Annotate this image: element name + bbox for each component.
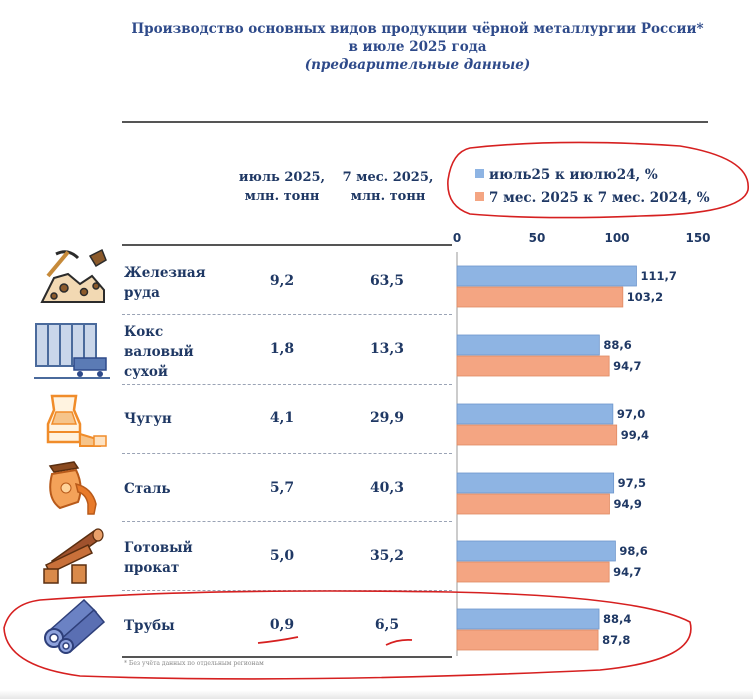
- row-label-iron-ore: Железная руда: [124, 263, 206, 303]
- row-label-line: прокат: [124, 560, 180, 576]
- bar-label-july-1: 88,6: [603, 338, 631, 352]
- bar-label-july-3: 97,5: [618, 476, 646, 490]
- bar-july-0: [456, 265, 637, 287]
- chart-title: Производство основных видов продукции чё…: [0, 20, 753, 74]
- row-label-line: Сталь: [124, 481, 171, 497]
- value-july-steel: 5,7: [269, 480, 295, 496]
- bar-seven-months-1: [456, 355, 610, 377]
- bar-label-july-4: 98,6: [619, 544, 647, 558]
- title-line-1: Производство основных видов продукции чё…: [131, 21, 704, 37]
- row-label-line: валовый: [124, 344, 194, 360]
- value-7m-iron-ore: 63,5: [369, 273, 405, 289]
- row-separator: [122, 384, 452, 385]
- axis-tick-50: 50: [528, 231, 546, 245]
- axis-tick-100: 100: [604, 231, 630, 245]
- value-july-rolled-steel: 5,0: [269, 548, 295, 564]
- bar-seven-months-0: [456, 286, 624, 308]
- row-separator: [122, 314, 452, 315]
- bar-label-seven-months-1: 94,7: [613, 359, 641, 373]
- title-line-2: в июле 2025 года: [348, 39, 487, 55]
- row-label-steel: Сталь: [124, 479, 171, 499]
- bar-july-5: [456, 608, 600, 630]
- column-header-july-line1: июль 2025,: [238, 170, 326, 185]
- row-label-line: сухой: [124, 364, 168, 380]
- bar-label-seven-months-3: 94,9: [613, 497, 641, 511]
- top-rule: [122, 121, 708, 123]
- value-july-pig-iron: 4,1: [269, 410, 295, 426]
- title-line-3: (предварительные данные): [304, 57, 531, 73]
- bar-label-july-5: 88,4: [603, 612, 631, 626]
- bar-label-july-0: 111,7: [640, 269, 676, 283]
- header-rule: [122, 244, 452, 246]
- bar-label-seven-months-2: 99,4: [621, 428, 649, 442]
- bar-label-seven-months-0: 103,2: [627, 290, 663, 304]
- bar-label-seven-months-4: 94,7: [613, 565, 641, 579]
- axis-tick-0: 0: [452, 231, 462, 245]
- row-label-coke: Кокс валовый сухой: [124, 322, 194, 382]
- column-header-7m-line2: млн. тонн: [350, 189, 426, 204]
- bar-label-seven-months-5: 87,8: [602, 633, 630, 647]
- row-label-line: Железная: [124, 265, 206, 281]
- steel-ladle-icon: [48, 461, 97, 515]
- bar-seven-months-5: [456, 629, 599, 651]
- coke-oven-icon: [34, 323, 110, 379]
- row-label-line: Чугун: [124, 411, 172, 427]
- bar-seven-months-4: [456, 561, 610, 583]
- bar-seven-months-2: [456, 424, 618, 446]
- row-label-line: Готовый: [124, 540, 193, 556]
- bar-july-2: [456, 403, 614, 425]
- rolled-steel-icon: [43, 528, 104, 584]
- row-label-line: Кокс: [124, 324, 164, 340]
- value-7m-coke: 13,3: [369, 341, 405, 357]
- bar-july-1: [456, 334, 600, 356]
- row-label-rolled-steel: Готовый прокат: [124, 538, 193, 578]
- value-7m-pig-iron: 29,9: [369, 410, 405, 426]
- axis-tick-150: 150: [685, 231, 711, 245]
- bar-july-3: [456, 472, 615, 494]
- blast-furnace-icon: [46, 394, 107, 447]
- bar-july-4: [456, 540, 616, 562]
- row-separator: [122, 453, 452, 454]
- ore-mining-icon: [40, 248, 107, 303]
- value-july-coke: 1,8: [269, 341, 295, 357]
- row-separator: [122, 521, 452, 522]
- column-header-7m-line1: 7 мес. 2025,: [342, 170, 434, 185]
- bar-label-july-2: 97,0: [617, 407, 645, 421]
- bottom-shadow: [0, 690, 753, 699]
- value-july-iron-ore: 9,2: [269, 273, 295, 289]
- value-7m-rolled-steel: 35,2: [369, 548, 405, 564]
- bar-seven-months-3: [456, 493, 610, 515]
- column-header-july: июль 2025, млн. тонн: [227, 168, 337, 206]
- row-label-pig-iron: Чугун: [124, 409, 172, 429]
- column-header-seven-months: 7 мес. 2025, млн. тонн: [333, 168, 443, 206]
- row-label-line: руда: [124, 285, 160, 301]
- column-header-july-line2: млн. тонн: [244, 189, 320, 204]
- value-7m-steel: 40,3: [369, 480, 405, 496]
